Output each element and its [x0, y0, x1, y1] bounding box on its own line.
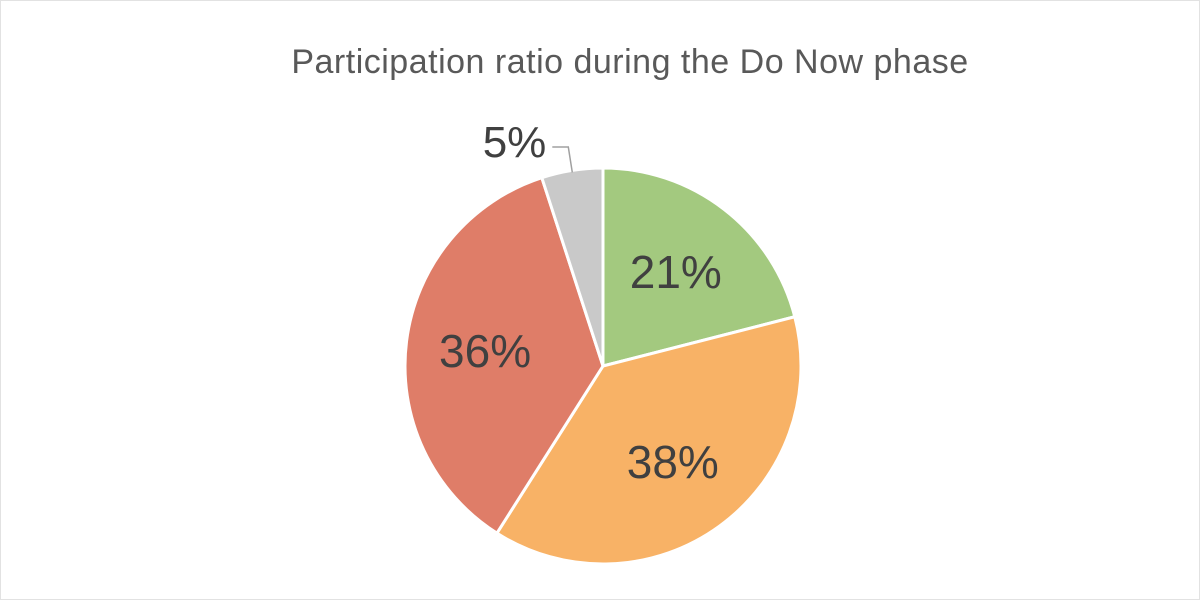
pie-slice-label: 5% — [483, 118, 547, 167]
chart-title: Participation ratio during the Do Now ph… — [291, 43, 969, 81]
pie-slice-0 — [601, 166, 797, 368]
pie-slice-2 — [403, 176, 605, 535]
label-leader-line — [552, 146, 574, 173]
pie-slice-label: 38% — [627, 436, 719, 488]
pie-slice-label: 21% — [630, 246, 722, 298]
pie-slice-1 — [495, 315, 803, 566]
pie-slice-label: 36% — [439, 325, 531, 377]
